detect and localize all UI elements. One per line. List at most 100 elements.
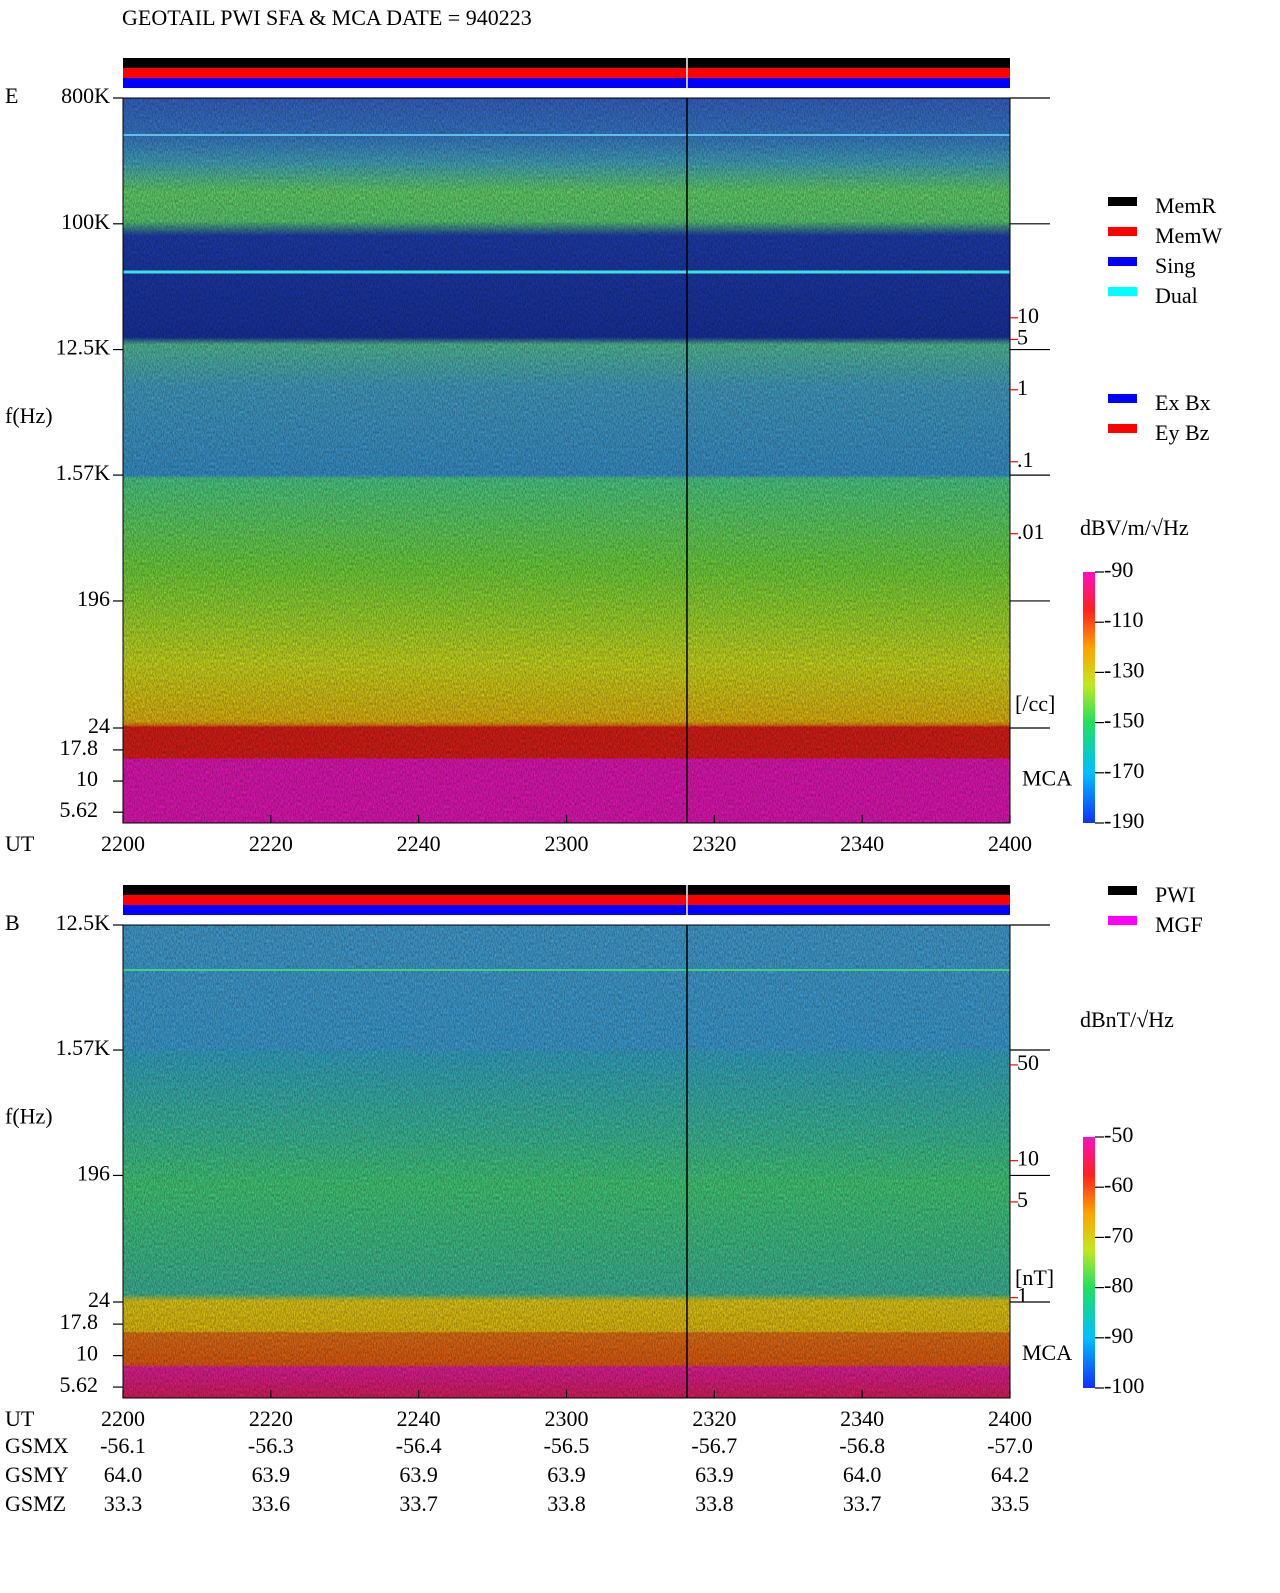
colorbar-tick-label: -50	[1104, 1122, 1133, 1147]
colorbar-tick-label: -90	[1104, 557, 1133, 582]
colorbar	[1083, 1137, 1095, 1388]
status-bar-sing	[123, 78, 1010, 88]
legend-label: MemW	[1155, 223, 1222, 248]
x-tick-label: 2220	[249, 1406, 293, 1431]
orbit-value: -56.8	[839, 1433, 885, 1458]
legend-swatch	[1108, 424, 1137, 433]
mca-label: MCA	[1022, 1340, 1072, 1365]
y-tick-label: 12.5K	[56, 335, 111, 360]
colorbar-unit: dBnT/√Hz	[1080, 1007, 1174, 1032]
colorbar-tick-label: -90	[1104, 1323, 1133, 1348]
x-tick-label: 2320	[692, 831, 736, 856]
y-tick-label: 12.5K	[56, 910, 111, 935]
orbit-value: 64.0	[104, 1462, 143, 1487]
y-axis-label: f(Hz)	[5, 1104, 53, 1129]
mca-label: MCA	[1022, 766, 1072, 791]
right-axis-tick-label: 50	[1017, 1050, 1039, 1075]
right-axis-tick-label: 5	[1017, 1187, 1028, 1212]
x-tick-label: 2240	[397, 831, 441, 856]
x-tick-label: 2200	[101, 1406, 145, 1431]
colorbar	[1083, 572, 1095, 823]
orbit-value: -56.4	[396, 1433, 442, 1458]
colorbar-tick-label: -70	[1104, 1222, 1133, 1247]
x-axis-label: UT	[5, 1406, 35, 1431]
x-tick-label: 2240	[397, 1406, 441, 1431]
right-axis-unit: [nT]	[1015, 1265, 1054, 1290]
legend-label: MGF	[1155, 912, 1203, 937]
right-axis-tick-label: .01	[1017, 519, 1045, 544]
orbit-value: 64.2	[991, 1462, 1030, 1487]
mca-tick-label: 17.8	[60, 735, 99, 760]
status-bar-pwi	[123, 885, 1010, 895]
legend-label: Ex Bx	[1155, 390, 1211, 415]
page-title: GEOTAIL PWI SFA & MCA DATE = 940223	[122, 5, 532, 30]
legend-label: Dual	[1155, 283, 1198, 308]
colorbar-tick-label: -150	[1104, 708, 1144, 733]
y-axis-label: f(Hz)	[5, 403, 53, 428]
y-tick-label: 196	[77, 1160, 110, 1185]
status-bars	[123, 58, 1010, 915]
colorbar-unit: dBV/m/√Hz	[1080, 515, 1189, 540]
legend-label: Sing	[1155, 253, 1195, 278]
orbit-value: -56.3	[248, 1433, 294, 1458]
orbit-value: -56.5	[544, 1433, 590, 1458]
spectrogram-texture	[123, 925, 1010, 1398]
legend-swatch	[1108, 227, 1137, 236]
mca-tick-label: 10	[76, 1341, 98, 1366]
legend-swatch	[1108, 257, 1137, 266]
legend-label: PWI	[1155, 882, 1195, 907]
colorbar-tick-label: -80	[1104, 1273, 1133, 1298]
orbit-value: 33.7	[399, 1491, 438, 1516]
colorbar-tick-label: -110	[1104, 607, 1144, 632]
mca-tick-label: 17.8	[60, 1309, 99, 1334]
orbit-value: 33.5	[991, 1491, 1030, 1516]
y-tick-label: 196	[77, 586, 110, 611]
right-axis-tick-label: 1	[1017, 1283, 1028, 1308]
colorbar-tick-label: -170	[1104, 758, 1144, 783]
x-axis-label: UT	[5, 831, 35, 856]
right-axis-unit: [/cc]	[1015, 691, 1055, 716]
x-tick-label: 2340	[840, 831, 884, 856]
status-bar-memw	[123, 895, 1010, 905]
x-tick-label: 2300	[545, 831, 589, 856]
status-bar-memr	[123, 58, 1010, 68]
orbit-value: 33.3	[104, 1491, 143, 1516]
panel-label: B	[5, 910, 20, 935]
orbit-value: 33.8	[547, 1491, 586, 1516]
y-tick-label: 800K	[61, 83, 110, 108]
orbit-value: -56.1	[100, 1433, 146, 1458]
x-tick-label: 2300	[545, 1406, 589, 1431]
y-tick-label: 100K	[61, 209, 110, 234]
legend-label: Ey Bz	[1155, 420, 1210, 445]
x-tick-label: 2400	[988, 831, 1032, 856]
legend-label: MemR	[1155, 193, 1216, 218]
right-axis-tick-label: 10	[1017, 303, 1039, 328]
legend-swatch	[1108, 394, 1137, 403]
x-tick-label: 2340	[840, 1406, 884, 1431]
orbit-value: -57.0	[987, 1433, 1033, 1458]
orbit-row-label: GSMZ	[5, 1491, 66, 1516]
orbit-value: 63.9	[547, 1462, 586, 1487]
orbit-value: -56.7	[691, 1433, 737, 1458]
x-tick-label: 2200	[101, 831, 145, 856]
spectrogram-texture	[123, 98, 1010, 823]
colorbar-tick-label: -190	[1104, 808, 1144, 833]
orbit-row-label: GSMY	[5, 1462, 69, 1487]
right-axis-tick-label: 1	[1017, 375, 1028, 400]
colorbar-tick-label: -100	[1104, 1373, 1144, 1398]
y-tick-label: 1.57K	[56, 1035, 111, 1060]
mca-tick-label: 10	[76, 766, 98, 791]
legend-swatch	[1108, 197, 1137, 206]
panel-label: E	[5, 83, 18, 108]
orbit-value: 63.9	[695, 1462, 734, 1487]
orbit-value: 63.9	[252, 1462, 291, 1487]
orbit-value: 33.7	[843, 1491, 882, 1516]
right-axis-tick-label: .1	[1017, 447, 1034, 472]
legend-swatch	[1108, 916, 1137, 925]
colorbar-tick-label: -60	[1104, 1172, 1133, 1197]
right-axis-tick-label: 5	[1017, 324, 1028, 349]
y-tick-label: 24	[88, 1287, 110, 1312]
legend-swatch	[1108, 287, 1137, 296]
